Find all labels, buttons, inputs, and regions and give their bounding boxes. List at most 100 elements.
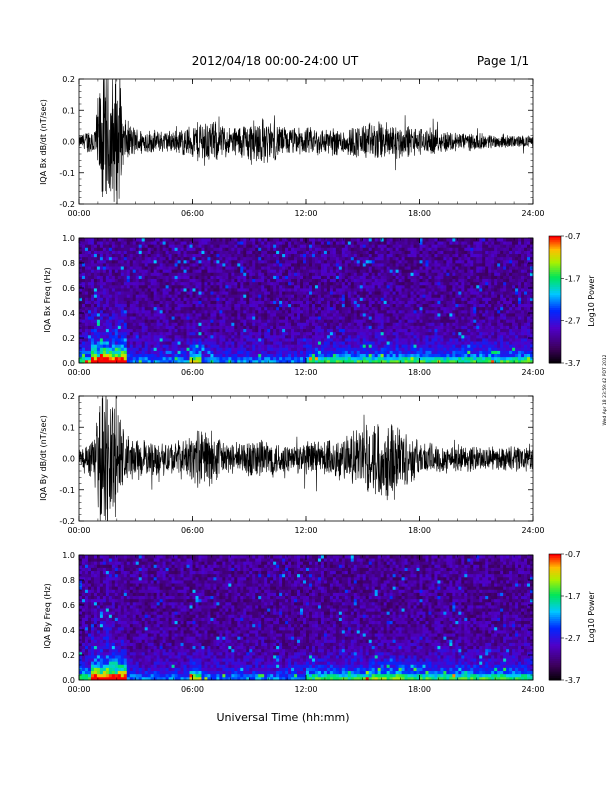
- spectrogram-cell: [162, 334, 167, 339]
- spectrogram-cell: [404, 322, 408, 326]
- spectrogram-cell: [177, 328, 181, 333]
- spectrogram-cell: [335, 269, 340, 273]
- spectrogram-cell: [108, 303, 113, 308]
- spectrogram-cell: [332, 344, 337, 348]
- spectrogram-cell: [279, 281, 283, 286]
- spectrogram-cell: [135, 281, 140, 286]
- spectrogram-cell: [153, 331, 158, 336]
- spectrogram-cell: [264, 353, 268, 358]
- spectrogram-cell: [219, 266, 223, 270]
- spectrogram-cell: [255, 247, 259, 251]
- spectrogram-cell: [338, 347, 343, 351]
- spectrogram-cell: [162, 238, 167, 242]
- spectrogram-cell: [419, 247, 423, 251]
- spectrogram-cell: [165, 250, 170, 255]
- spectrogram-cell: [374, 359, 379, 364]
- spectrogram-cell: [314, 325, 319, 330]
- spectrogram-cell: [347, 331, 352, 336]
- spectrogram-cell: [123, 253, 128, 258]
- spectrogram-cell: [108, 313, 113, 317]
- spectrogram-cell: [201, 300, 205, 305]
- spectrogram-cell: [404, 259, 408, 264]
- spectrogram-cell: [341, 347, 346, 351]
- spectrogram-cell: [267, 238, 271, 242]
- spectrogram-cell: [99, 275, 104, 280]
- spectrogram-cell: [144, 266, 149, 270]
- spectrogram-cell: [347, 347, 352, 351]
- spectrogram-cell: [99, 300, 104, 305]
- spectrogram-cell: [288, 272, 292, 276]
- spectrogram-cell: [371, 316, 376, 320]
- spectrogram-cell: [303, 281, 307, 286]
- spectrogram-cell: [335, 272, 340, 276]
- spectrogram-cell: [267, 319, 271, 323]
- spectrogram-cell: [213, 350, 217, 355]
- spectrogram-cell: [276, 297, 280, 301]
- spectrogram-cell: [117, 338, 122, 342]
- spectrogram-cell: [425, 247, 429, 251]
- spectrogram-cell: [404, 303, 408, 308]
- spectrogram-cell: [377, 334, 382, 339]
- spectrogram-cell: [79, 328, 83, 333]
- spectrogram-cell: [261, 256, 265, 261]
- spectrogram-cell: [192, 319, 196, 323]
- spectrogram-cell: [87, 294, 92, 298]
- spectrogram-cell: [156, 313, 161, 317]
- spectrogram-cell: [434, 353, 438, 358]
- spectrogram-cell: [126, 306, 131, 311]
- spectrogram-cell: [79, 288, 83, 292]
- spectrogram-cell: [204, 341, 208, 345]
- spectrogram-cell: [222, 325, 226, 330]
- spectrogram-cell: [243, 353, 247, 358]
- spectrogram-cell: [162, 359, 167, 364]
- spectrogram-cell: [323, 328, 328, 333]
- spectrogram-cell: [303, 356, 307, 361]
- spectrogram-cell: [147, 359, 152, 364]
- spectrogram-cell: [198, 241, 202, 245]
- spectrogram-cell: [228, 338, 232, 342]
- spectrogram-cell: [317, 338, 322, 342]
- spectrogram-cell: [189, 347, 193, 351]
- spectrogram-cell: [440, 319, 444, 323]
- spectrogram-cell: [440, 291, 444, 295]
- spectrogram-cell: [231, 316, 235, 320]
- spectrogram-cell: [90, 303, 95, 308]
- spectrogram-cell: [207, 313, 211, 317]
- spectrogram-cell: [329, 309, 334, 314]
- spectrogram-cell: [222, 350, 226, 355]
- spectrogram-cell: [93, 266, 98, 270]
- spectrogram-cell: [270, 291, 274, 295]
- spectrogram-cell: [165, 316, 170, 320]
- spectrogram-cell: [270, 284, 274, 289]
- spectrogram-cell: [419, 241, 423, 245]
- spectrogram-cell: [84, 256, 89, 261]
- spectrogram-cell: [237, 241, 241, 245]
- spectrogram-cell: [210, 275, 214, 280]
- spectrogram-cell: [344, 347, 349, 351]
- spectrogram-cell: [419, 291, 423, 295]
- spectrogram-cell: [165, 309, 170, 314]
- spectrogram-cell: [413, 356, 417, 361]
- spectrogram-cell: [234, 316, 238, 320]
- spectrogram-cell: [111, 291, 116, 295]
- spectrogram-cell: [365, 272, 370, 276]
- spectrogram-cell: [380, 350, 385, 355]
- spectrogram-cell: [380, 300, 385, 305]
- spectrogram-cell: [228, 313, 232, 317]
- spectrogram-cell: [243, 275, 247, 280]
- spectrogram-cell: [407, 259, 411, 264]
- y-tick-label: -0.1: [59, 169, 75, 178]
- spectrogram-cell: [132, 322, 137, 326]
- spectrogram-cell: [407, 281, 411, 286]
- spectrogram-cell: [129, 288, 134, 292]
- spectrogram-cell: [392, 281, 397, 286]
- spectrogram-cell: [204, 297, 208, 301]
- spectrogram-cell: [291, 300, 295, 305]
- spectrogram-cell: [285, 356, 289, 361]
- spectrogram-cell: [180, 281, 184, 286]
- spectrogram-cell: [332, 263, 337, 267]
- spectrogram-cell: [111, 356, 116, 361]
- spectrogram-cell: [201, 319, 205, 323]
- spectrogram-cell: [102, 303, 107, 308]
- spectrogram-cell: [102, 269, 107, 273]
